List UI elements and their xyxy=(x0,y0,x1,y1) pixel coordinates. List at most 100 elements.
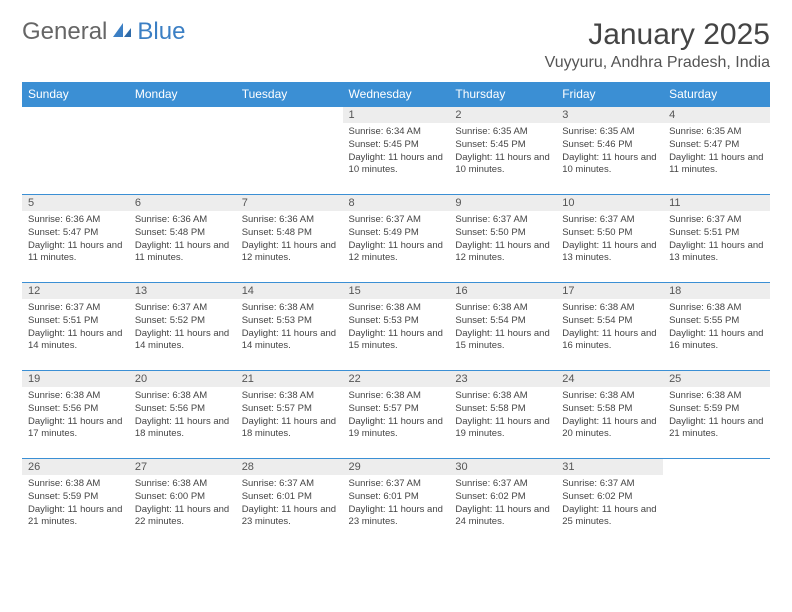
calendar-cell: 31Sunrise: 6:37 AMSunset: 6:02 PMDayligh… xyxy=(556,459,663,547)
day-number: 6 xyxy=(129,195,236,211)
calendar-cell: 11Sunrise: 6:37 AMSunset: 5:51 PMDayligh… xyxy=(663,195,770,283)
calendar-cell: 13Sunrise: 6:37 AMSunset: 5:52 PMDayligh… xyxy=(129,283,236,371)
calendar-cell: 1Sunrise: 6:34 AMSunset: 5:45 PMDaylight… xyxy=(343,107,450,195)
calendar-cell: 29Sunrise: 6:37 AMSunset: 6:01 PMDayligh… xyxy=(343,459,450,547)
calendar-week-row: 26Sunrise: 6:38 AMSunset: 5:59 PMDayligh… xyxy=(22,459,770,547)
day-number: 16 xyxy=(449,283,556,299)
calendar-cell: 15Sunrise: 6:38 AMSunset: 5:53 PMDayligh… xyxy=(343,283,450,371)
day-details: Sunrise: 6:37 AMSunset: 6:01 PMDaylight:… xyxy=(343,475,450,533)
day-details: Sunrise: 6:38 AMSunset: 5:58 PMDaylight:… xyxy=(449,387,556,445)
calendar-cell: 5Sunrise: 6:36 AMSunset: 5:47 PMDaylight… xyxy=(22,195,129,283)
logo-sail-icon xyxy=(111,18,133,46)
day-details: Sunrise: 6:37 AMSunset: 5:51 PMDaylight:… xyxy=(22,299,129,357)
day-number: 7 xyxy=(236,195,343,211)
day-header: Saturday xyxy=(663,82,770,107)
day-details: Sunrise: 6:37 AMSunset: 5:52 PMDaylight:… xyxy=(129,299,236,357)
day-number: 12 xyxy=(22,283,129,299)
day-details: Sunrise: 6:34 AMSunset: 5:45 PMDaylight:… xyxy=(343,123,450,181)
day-header: Monday xyxy=(129,82,236,107)
page-title: January 2025 xyxy=(545,18,770,52)
day-number: 31 xyxy=(556,459,663,475)
calendar-cell: 25Sunrise: 6:38 AMSunset: 5:59 PMDayligh… xyxy=(663,371,770,459)
day-details: Sunrise: 6:37 AMSunset: 6:02 PMDaylight:… xyxy=(556,475,663,533)
day-details: Sunrise: 6:38 AMSunset: 5:54 PMDaylight:… xyxy=(449,299,556,357)
calendar-cell: 24Sunrise: 6:38 AMSunset: 5:58 PMDayligh… xyxy=(556,371,663,459)
day-header: Tuesday xyxy=(236,82,343,107)
calendar-body: 1Sunrise: 6:34 AMSunset: 5:45 PMDaylight… xyxy=(22,107,770,547)
brand-part2: Blue xyxy=(137,18,185,46)
brand-logo: General Blue xyxy=(22,18,185,46)
calendar-cell: 9Sunrise: 6:37 AMSunset: 5:50 PMDaylight… xyxy=(449,195,556,283)
calendar-cell: 8Sunrise: 6:37 AMSunset: 5:49 PMDaylight… xyxy=(343,195,450,283)
calendar-cell: 26Sunrise: 6:38 AMSunset: 5:59 PMDayligh… xyxy=(22,459,129,547)
day-details: Sunrise: 6:36 AMSunset: 5:48 PMDaylight:… xyxy=(129,211,236,269)
day-details: Sunrise: 6:35 AMSunset: 5:47 PMDaylight:… xyxy=(663,123,770,181)
header: General Blue January 2025 Vuyyuru, Andhr… xyxy=(22,18,770,72)
calendar-cell: 20Sunrise: 6:38 AMSunset: 5:56 PMDayligh… xyxy=(129,371,236,459)
calendar-cell xyxy=(236,107,343,195)
calendar-cell: 4Sunrise: 6:35 AMSunset: 5:47 PMDaylight… xyxy=(663,107,770,195)
day-number: 10 xyxy=(556,195,663,211)
day-number: 17 xyxy=(556,283,663,299)
day-details: Sunrise: 6:38 AMSunset: 5:53 PMDaylight:… xyxy=(236,299,343,357)
calendar-cell: 30Sunrise: 6:37 AMSunset: 6:02 PMDayligh… xyxy=(449,459,556,547)
day-details: Sunrise: 6:38 AMSunset: 5:57 PMDaylight:… xyxy=(236,387,343,445)
calendar-cell: 3Sunrise: 6:35 AMSunset: 5:46 PMDaylight… xyxy=(556,107,663,195)
day-number: 8 xyxy=(343,195,450,211)
day-number: 4 xyxy=(663,107,770,123)
day-details: Sunrise: 6:38 AMSunset: 5:58 PMDaylight:… xyxy=(556,387,663,445)
day-details: Sunrise: 6:38 AMSunset: 5:56 PMDaylight:… xyxy=(129,387,236,445)
day-number: 19 xyxy=(22,371,129,387)
calendar-cell: 16Sunrise: 6:38 AMSunset: 5:54 PMDayligh… xyxy=(449,283,556,371)
day-number: 15 xyxy=(343,283,450,299)
calendar-cell: 28Sunrise: 6:37 AMSunset: 6:01 PMDayligh… xyxy=(236,459,343,547)
day-details: Sunrise: 6:38 AMSunset: 5:57 PMDaylight:… xyxy=(343,387,450,445)
calendar-cell: 27Sunrise: 6:38 AMSunset: 6:00 PMDayligh… xyxy=(129,459,236,547)
day-number: 5 xyxy=(22,195,129,211)
day-details: Sunrise: 6:37 AMSunset: 5:50 PMDaylight:… xyxy=(449,211,556,269)
day-details: Sunrise: 6:37 AMSunset: 5:49 PMDaylight:… xyxy=(343,211,450,269)
calendar-cell: 18Sunrise: 6:38 AMSunset: 5:55 PMDayligh… xyxy=(663,283,770,371)
day-number: 21 xyxy=(236,371,343,387)
day-number: 28 xyxy=(236,459,343,475)
day-number: 3 xyxy=(556,107,663,123)
calendar-cell: 7Sunrise: 6:36 AMSunset: 5:48 PMDaylight… xyxy=(236,195,343,283)
calendar-cell: 17Sunrise: 6:38 AMSunset: 5:54 PMDayligh… xyxy=(556,283,663,371)
day-details: Sunrise: 6:37 AMSunset: 6:01 PMDaylight:… xyxy=(236,475,343,533)
day-details: Sunrise: 6:38 AMSunset: 5:59 PMDaylight:… xyxy=(663,387,770,445)
day-number: 27 xyxy=(129,459,236,475)
day-number: 23 xyxy=(449,371,556,387)
title-block: January 2025 Vuyyuru, Andhra Pradesh, In… xyxy=(545,18,770,72)
day-details: Sunrise: 6:35 AMSunset: 5:45 PMDaylight:… xyxy=(449,123,556,181)
day-number: 18 xyxy=(663,283,770,299)
calendar-cell xyxy=(22,107,129,195)
calendar-cell: 10Sunrise: 6:37 AMSunset: 5:50 PMDayligh… xyxy=(556,195,663,283)
calendar-week-row: 5Sunrise: 6:36 AMSunset: 5:47 PMDaylight… xyxy=(22,195,770,283)
calendar-cell xyxy=(129,107,236,195)
day-number: 29 xyxy=(343,459,450,475)
calendar-cell: 21Sunrise: 6:38 AMSunset: 5:57 PMDayligh… xyxy=(236,371,343,459)
day-number: 30 xyxy=(449,459,556,475)
calendar-cell: 2Sunrise: 6:35 AMSunset: 5:45 PMDaylight… xyxy=(449,107,556,195)
day-number: 25 xyxy=(663,371,770,387)
calendar-table: SundayMondayTuesdayWednesdayThursdayFrid… xyxy=(22,82,770,547)
day-details: Sunrise: 6:36 AMSunset: 5:47 PMDaylight:… xyxy=(22,211,129,269)
day-details: Sunrise: 6:37 AMSunset: 5:51 PMDaylight:… xyxy=(663,211,770,269)
day-number: 14 xyxy=(236,283,343,299)
day-number: 26 xyxy=(22,459,129,475)
day-header: Thursday xyxy=(449,82,556,107)
calendar-week-row: 19Sunrise: 6:38 AMSunset: 5:56 PMDayligh… xyxy=(22,371,770,459)
location-text: Vuyyuru, Andhra Pradesh, India xyxy=(545,54,770,72)
day-details: Sunrise: 6:37 AMSunset: 6:02 PMDaylight:… xyxy=(449,475,556,533)
day-details: Sunrise: 6:38 AMSunset: 5:56 PMDaylight:… xyxy=(22,387,129,445)
day-details: Sunrise: 6:38 AMSunset: 5:55 PMDaylight:… xyxy=(663,299,770,357)
calendar-cell: 22Sunrise: 6:38 AMSunset: 5:57 PMDayligh… xyxy=(343,371,450,459)
calendar-cell: 19Sunrise: 6:38 AMSunset: 5:56 PMDayligh… xyxy=(22,371,129,459)
calendar-week-row: 12Sunrise: 6:37 AMSunset: 5:51 PMDayligh… xyxy=(22,283,770,371)
day-number: 2 xyxy=(449,107,556,123)
brand-part1: General xyxy=(22,18,107,46)
day-number: 13 xyxy=(129,283,236,299)
calendar-week-row: 1Sunrise: 6:34 AMSunset: 5:45 PMDaylight… xyxy=(22,107,770,195)
day-details: Sunrise: 6:36 AMSunset: 5:48 PMDaylight:… xyxy=(236,211,343,269)
day-number: 20 xyxy=(129,371,236,387)
